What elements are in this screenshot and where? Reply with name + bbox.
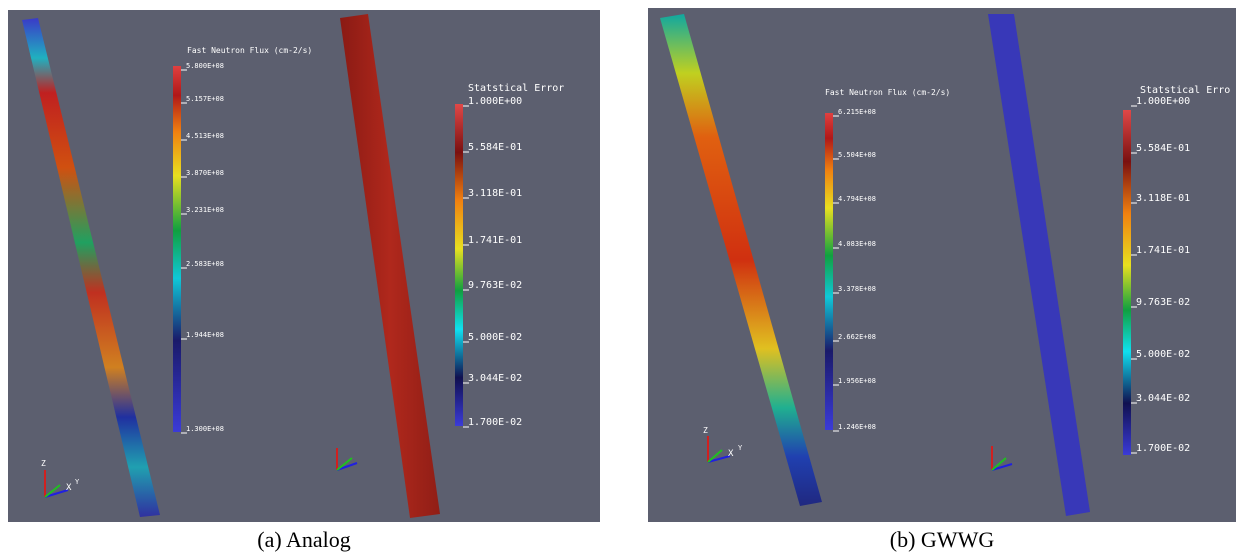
- tick-label: 1.700E-02: [468, 417, 522, 428]
- tick-label: 3.231E+08: [186, 206, 224, 214]
- tick-label: 1.300E+08: [186, 425, 224, 433]
- tick-label: 3.044E-02: [1136, 393, 1190, 404]
- tick-label: 1.000E+00: [1136, 96, 1190, 107]
- tick-label: 1.246E+08: [838, 423, 876, 431]
- tick-label: 1.000E+00: [468, 96, 522, 107]
- error-colorbar: [455, 104, 463, 426]
- tick-label: 3.118E-01: [1136, 193, 1190, 204]
- tick-label: 5.504E+08: [838, 151, 876, 159]
- tick-label: 1.741E-01: [468, 235, 522, 246]
- tick-label: 3.118E-01: [468, 188, 522, 199]
- tick-label: 5.584E-01: [468, 142, 522, 153]
- tick-label: 4.513E+08: [186, 132, 224, 140]
- flux-colorbar: [173, 66, 181, 432]
- tick-label: 1.700E-02: [1136, 443, 1190, 454]
- flux-colorbar: [825, 113, 833, 430]
- tick-label: 4.794E+08: [838, 195, 876, 203]
- tick-label: 4.083E+08: [838, 240, 876, 248]
- tick-label: 5.584E-01: [1136, 143, 1190, 154]
- page: Z X Y Fast Neutron Flux (cm-2/s) Statsti…: [0, 0, 1244, 554]
- axis-label: Z: [41, 459, 46, 468]
- figure: Z X Y Fast Neutron Flux (cm-2/s) Statsti…: [0, 0, 1244, 554]
- tick-label: 2.662E+08: [838, 333, 876, 341]
- tick-label: 5.157E+08: [186, 95, 224, 103]
- tick-label: 2.583E+08: [186, 260, 224, 268]
- tick-label: 9.763E-02: [468, 280, 522, 291]
- tick-label: 3.378E+08: [838, 285, 876, 293]
- flux-legend-title: Fast Neutron Flux (cm-2/s): [187, 46, 312, 55]
- axis-label: Z: [703, 426, 708, 435]
- flux-legend-title: Fast Neutron Flux (cm-2/s): [825, 88, 950, 97]
- tick-label: 5.800E+08: [186, 62, 224, 70]
- tick-label: 1.741E-01: [1136, 245, 1190, 256]
- axis-label: X: [728, 449, 734, 459]
- tick-label: 1.944E+08: [186, 331, 224, 339]
- tick-label: 5.000E-02: [468, 332, 522, 343]
- tick-label: 1.956E+08: [838, 377, 876, 385]
- axis-label: X: [66, 483, 72, 493]
- error-legend-title: Statstical Error: [468, 83, 564, 94]
- tick-label: 5.000E-02: [1136, 349, 1190, 360]
- tick-label: 9.763E-02: [1136, 297, 1190, 308]
- tick-label: 3.044E-02: [468, 373, 522, 384]
- tick-label: 6.215E+08: [838, 108, 876, 116]
- tick-label: 3.870E+08: [186, 169, 224, 177]
- caption: (a) Analog: [257, 527, 350, 552]
- error-colorbar: [1123, 110, 1131, 455]
- caption: (b) GWWG: [890, 527, 995, 552]
- error-legend-title: Statstical Erro: [1140, 85, 1230, 96]
